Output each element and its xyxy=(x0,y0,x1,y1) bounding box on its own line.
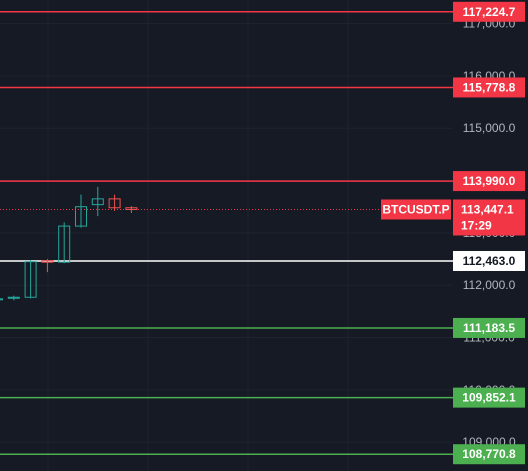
level-price-tag xyxy=(453,77,525,98)
candle-body xyxy=(91,198,104,206)
candle-body xyxy=(125,207,138,210)
candle-body xyxy=(75,206,87,227)
symbol-tag xyxy=(381,199,451,220)
price-tags: 117,224.7 115,778.8 113,990.0 112,463.0 111,… xyxy=(381,1,525,465)
countdown-label: 17:29 xyxy=(461,218,492,232)
price-tick-label: 115,000.0 xyxy=(463,121,516,135)
last-price-label: 113,447.1 xyxy=(461,202,514,216)
level-price-tag xyxy=(453,250,525,271)
candle-body xyxy=(58,225,71,263)
level-price-label: 108,770.8 xyxy=(462,447,516,461)
level-price-label: 113,990.0 xyxy=(463,174,516,188)
level-price-label: 115,778.8 xyxy=(463,80,516,94)
level-price-label: 109,852.1 xyxy=(462,391,516,405)
candle-body xyxy=(7,296,20,299)
candle-body xyxy=(41,260,54,263)
symbol-label: BTCUSDT.P xyxy=(382,202,449,216)
horizontal-lines[interactable] xyxy=(0,11,453,455)
candle-body xyxy=(24,261,37,298)
level-price-label: 112,463.0 xyxy=(463,254,516,268)
level-price-label: 117,224.7 xyxy=(463,5,516,19)
candle-body xyxy=(0,298,3,301)
level-price-tag xyxy=(453,444,525,465)
candle-body xyxy=(108,198,121,209)
level-price-tag xyxy=(453,387,525,408)
last-price-tag xyxy=(453,199,525,236)
candles xyxy=(0,186,138,301)
level-price-tag xyxy=(453,317,525,338)
level-price-tag xyxy=(453,1,525,22)
grid xyxy=(0,0,453,471)
level-price-tag xyxy=(453,171,525,192)
price-tick-label: 112,000.0 xyxy=(463,278,516,292)
level-price-label: 111,183.5 xyxy=(463,321,515,335)
